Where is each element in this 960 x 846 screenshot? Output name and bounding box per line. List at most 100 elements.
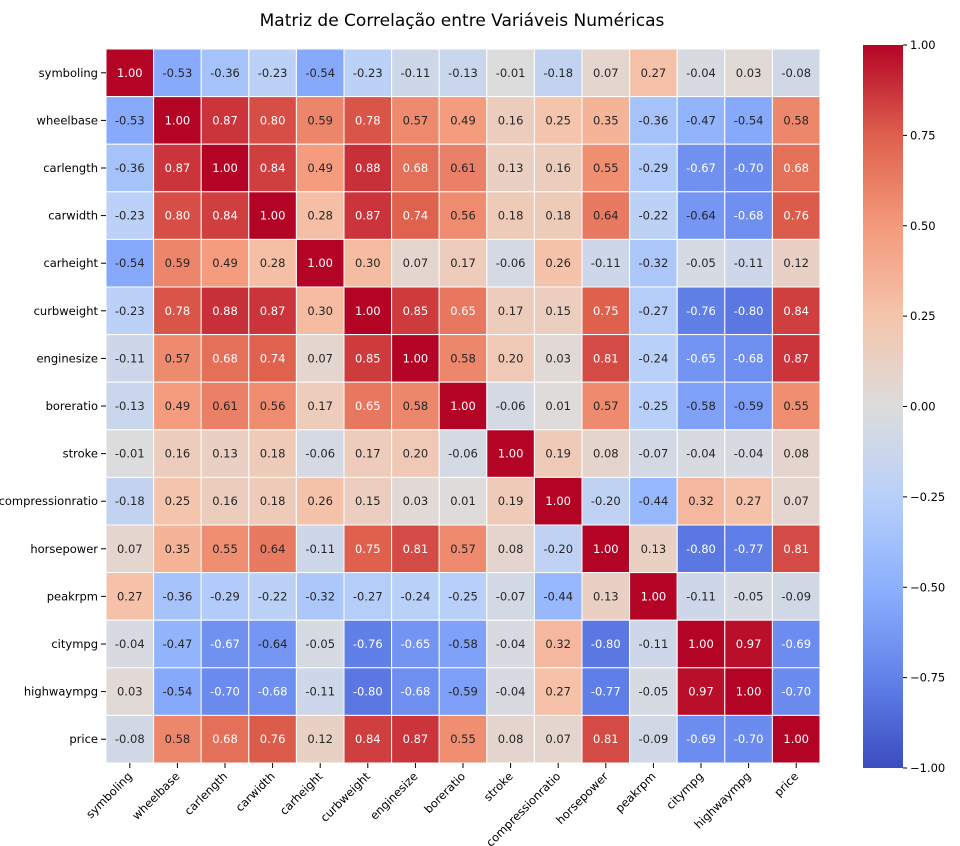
- cell-value-label: 0.68: [783, 161, 809, 175]
- heatmap-cell: [343, 191, 393, 240]
- cell-value-label: -0.70: [734, 161, 764, 175]
- cell-value-label: 0.80: [165, 209, 191, 223]
- x-tick-label: symboling: [83, 769, 135, 821]
- heatmap-cell: [343, 524, 393, 574]
- x-tick-label: boreratio: [421, 769, 468, 816]
- y-tick-label: carheight: [43, 256, 98, 270]
- heatmap-cell: [343, 286, 393, 336]
- cell-value-label: -0.53: [163, 66, 193, 80]
- heatmap-cell: [629, 143, 678, 193]
- cell-value-label: -0.05: [305, 637, 335, 651]
- x-tick-label: carlength: [181, 769, 230, 818]
- cell-value-label: 0.68: [403, 161, 429, 175]
- cell-value-label: 0.12: [307, 732, 333, 746]
- heatmap-cell: [105, 238, 155, 288]
- cell-value-label: 0.84: [783, 304, 809, 318]
- colorbar-tick-label: 0.50: [910, 219, 936, 233]
- heatmap-cell: [200, 381, 250, 431]
- heatmap-cell: [105, 619, 155, 669]
- cell-value-label: -0.59: [734, 399, 764, 413]
- cell-value-label: -0.09: [639, 732, 669, 746]
- heatmap-cell: [486, 714, 535, 764]
- heatmap-cell: [248, 286, 297, 336]
- cell-value-label: 1.00: [688, 637, 714, 651]
- heatmap-cell: [343, 429, 393, 478]
- cell-value-label: -0.05: [639, 685, 669, 699]
- cell-value-label: 0.20: [498, 351, 524, 365]
- y-tick-label: price: [69, 732, 98, 746]
- heatmap-cell: [200, 429, 250, 478]
- y-tick-label: citympg: [51, 637, 98, 651]
- cell-value-label: 0.58: [165, 732, 191, 746]
- cell-value-label: 0.35: [165, 542, 191, 556]
- cell-value-label: 0.07: [545, 732, 571, 746]
- cell-value-label: -0.11: [305, 542, 335, 556]
- heatmap-cell: [153, 191, 202, 240]
- heatmap-cell: [438, 619, 488, 669]
- cell-value-label: -0.23: [115, 209, 145, 223]
- heatmap-cell: [676, 381, 726, 431]
- heatmap-cell: [153, 96, 202, 145]
- cell-value-label: -0.11: [591, 256, 621, 270]
- cell-value-label: 1.00: [355, 304, 381, 318]
- cell-value-label: 0.13: [498, 161, 524, 175]
- cell-value-label: 0.25: [165, 494, 191, 508]
- cell-value-label: 0.18: [545, 209, 571, 223]
- cell-value-label: 1.00: [736, 685, 762, 699]
- colorbar: 1.00 0.75 0.50 0.25 0.00 −0.25 −0.50 −0.75 −1.00: [863, 38, 945, 775]
- cell-value-label: -0.22: [258, 589, 288, 603]
- heatmap-cell: [771, 381, 821, 431]
- cell-value-label: 0.64: [260, 542, 286, 556]
- cell-value-label: -0.25: [639, 399, 669, 413]
- cell-value-label: -0.11: [734, 256, 764, 270]
- heatmap-cell: [105, 191, 155, 240]
- cell-value-label: 0.59: [307, 113, 333, 127]
- cell-value-label: 0.07: [403, 256, 429, 270]
- cell-value-label: -0.08: [781, 66, 811, 80]
- heatmap-cell: [771, 619, 821, 669]
- cell-value-label: 0.87: [212, 113, 238, 127]
- heatmap-cell: [200, 191, 250, 240]
- heatmap-cell: [153, 286, 202, 336]
- cell-value-label: -0.47: [686, 113, 716, 127]
- heatmap-cell: [629, 524, 678, 574]
- heatmap-cell: [629, 96, 678, 145]
- cell-value-label: 0.75: [355, 542, 381, 556]
- cell-value-label: -0.27: [353, 589, 383, 603]
- heatmap-cell: [581, 191, 631, 240]
- cell-value-label: 0.16: [212, 494, 238, 508]
- heatmap-cell: [105, 429, 155, 478]
- cell-value-label: 0.13: [593, 589, 619, 603]
- cell-value-label: 0.80: [260, 113, 286, 127]
- x-tick-label: price: [771, 769, 801, 799]
- cell-value-label: 0.08: [783, 447, 809, 461]
- heatmap-cell: [676, 572, 726, 621]
- cell-value-label: -0.24: [639, 351, 669, 365]
- cell-value-label: 0.26: [307, 494, 333, 508]
- colorbar-tick-label: −0.25: [910, 490, 945, 504]
- colorbar-tick-label: −1.00: [910, 761, 945, 775]
- heatmap-cell: [581, 476, 631, 526]
- cell-value-label: -0.67: [686, 161, 716, 175]
- cell-value-label: 0.01: [450, 494, 476, 508]
- cell-value-label: 1.00: [545, 494, 571, 508]
- cell-value-label: 0.81: [783, 542, 809, 556]
- cell-value-label: 0.61: [450, 161, 476, 175]
- cell-value-label: -0.32: [305, 589, 335, 603]
- cell-value-label: -0.06: [305, 447, 335, 461]
- x-tick-label: citympg: [663, 769, 706, 812]
- heatmap-cell: [105, 524, 155, 574]
- cell-value-label: 0.18: [260, 494, 286, 508]
- cell-value-label: -0.65: [401, 637, 431, 651]
- cell-value-label: -0.69: [781, 637, 811, 651]
- cell-value-label: -0.67: [210, 637, 240, 651]
- cell-value-label: 0.65: [355, 399, 381, 413]
- heatmap-cell: [533, 334, 583, 383]
- cell-value-label: 0.03: [545, 351, 571, 365]
- heatmap-cell: [295, 381, 345, 431]
- cell-value-label: 0.58: [450, 351, 476, 365]
- heatmap-cell: [581, 524, 631, 574]
- cell-value-label: 0.56: [450, 209, 476, 223]
- x-tick-label: carwidth: [233, 769, 278, 814]
- cell-value-label: -0.68: [734, 209, 764, 223]
